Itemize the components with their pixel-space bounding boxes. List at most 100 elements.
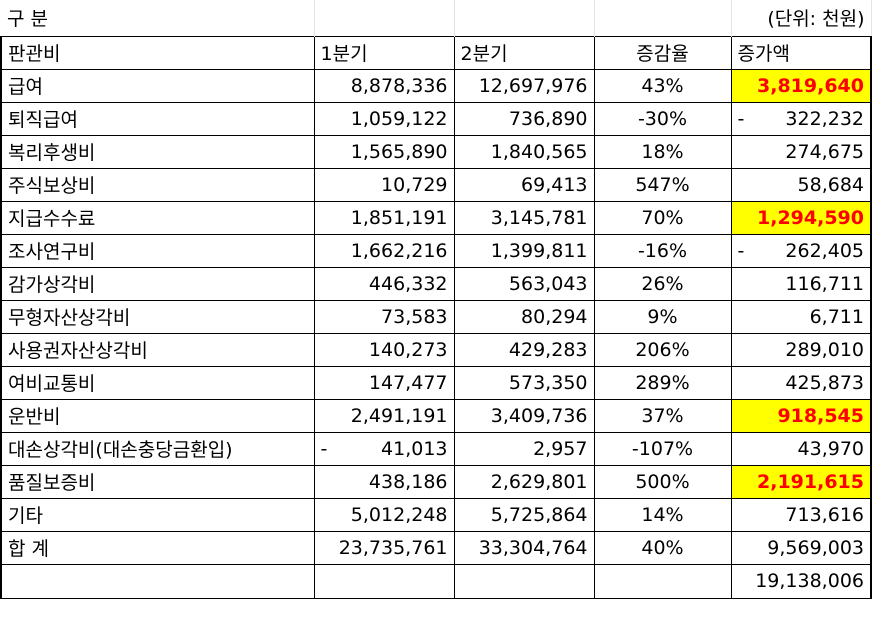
negative-mark: -	[320, 437, 328, 460]
q1-cell[interactable]: 1,059,122	[313, 101, 455, 136]
q2-cell[interactable]: 12,697,976	[453, 68, 595, 103]
q2-cell[interactable]: 1,840,565	[453, 134, 595, 169]
q2-cell[interactable]: 563,043	[453, 266, 595, 301]
empty-cell[interactable]	[313, 563, 455, 599]
expense-name-cell[interactable]: 주식보상비	[0, 167, 315, 202]
q2-cell[interactable]: 1,399,811	[453, 233, 595, 268]
q1-cell[interactable]: 10,729	[313, 167, 455, 202]
change-rate-cell[interactable]: -30%	[593, 101, 732, 136]
q2-cell[interactable]: 80,294	[453, 299, 595, 334]
q2-cell[interactable]: 573,350	[453, 365, 595, 400]
q2-cell[interactable]: 3,145,781	[453, 200, 595, 235]
q1-cell[interactable]: 8,878,336	[313, 68, 455, 103]
expense-name-cell[interactable]: 복리후생비	[0, 134, 315, 169]
table-row: 무형자산상각비 73,583 80,294 9% 6,711	[0, 299, 872, 334]
q1-cell[interactable]: 2,491,191	[313, 398, 455, 433]
increase-cell[interactable]: 1,294,590	[730, 200, 872, 235]
header-row: 판관비 1분기 2분기 증감율 증가액	[0, 35, 872, 70]
increase-cell[interactable]: 289,010	[730, 332, 872, 367]
column-header[interactable]: 증가액	[730, 35, 872, 70]
expense-name-cell[interactable]: 운반비	[0, 398, 315, 433]
total-label-cell[interactable]: 합 계	[0, 530, 315, 565]
section-title[interactable]: 구 분	[1, 0, 315, 36]
total-q2-cell[interactable]: 33,304,764	[453, 530, 595, 565]
table-row: 운반비 2,491,191 3,409,736 37% 918,545	[0, 398, 872, 433]
change-rate-cell[interactable]: 9%	[593, 299, 732, 334]
increase-cell[interactable]: 918,545	[730, 398, 872, 433]
increase-cell[interactable]: 43,970	[730, 431, 872, 466]
change-rate-cell[interactable]: 547%	[593, 167, 732, 202]
change-rate-cell[interactable]: 289%	[593, 365, 732, 400]
table-row: 기타 5,012,248 5,725,864 14% 713,616	[0, 497, 872, 532]
q2-cell[interactable]: 69,413	[453, 167, 595, 202]
empty-cell[interactable]	[593, 563, 732, 599]
total-q1-cell[interactable]: 23,735,761	[313, 530, 455, 565]
expense-name-cell[interactable]: 지급수수료	[0, 200, 315, 235]
change-rate-cell[interactable]: 14%	[593, 497, 732, 532]
increase-cell[interactable]: - 322,232	[730, 101, 872, 136]
column-header[interactable]: 판관비	[0, 35, 315, 70]
q2-cell[interactable]: 5,725,864	[453, 497, 595, 532]
expense-name-cell[interactable]: 품질보증비	[0, 464, 315, 499]
change-rate-cell[interactable]: 37%	[593, 398, 732, 433]
q1-cell[interactable]: 1,662,216	[313, 233, 455, 268]
increase-cell[interactable]: - 262,405	[730, 233, 872, 268]
q1-cell[interactable]: 140,273	[313, 332, 455, 367]
negative-mark: -	[737, 107, 745, 130]
increase-cell[interactable]: 2,191,615	[730, 464, 872, 499]
column-header[interactable]: 증감율	[593, 35, 732, 70]
change-rate-cell[interactable]: -107%	[593, 431, 732, 466]
unit-label[interactable]: (단위: 천원)	[731, 0, 872, 36]
change-rate-cell[interactable]: 18%	[593, 134, 732, 169]
expense-name-cell[interactable]: 감가상각비	[0, 266, 315, 301]
q1-cell[interactable]: 446,332	[313, 266, 455, 301]
empty-cell[interactable]	[594, 0, 732, 36]
change-rate-cell[interactable]: 26%	[593, 266, 732, 301]
increase-cell[interactable]: 274,675	[730, 134, 872, 169]
increase-cell[interactable]: 6,711	[730, 299, 872, 334]
total-increase-cell[interactable]: 9,569,003	[730, 530, 872, 565]
empty-cell[interactable]	[0, 563, 315, 599]
empty-cell[interactable]	[454, 0, 595, 36]
increase-cell[interactable]: 713,616	[730, 497, 872, 532]
expense-name-cell[interactable]: 퇴직급여	[0, 101, 315, 136]
column-header[interactable]: 1분기	[313, 35, 455, 70]
empty-cell[interactable]	[314, 0, 455, 36]
q2-cell[interactable]: 2,629,801	[453, 464, 595, 499]
table-row: 조사연구비 1,662,216 1,399,811 -16% - 262,405	[0, 233, 872, 268]
increase-cell[interactable]: 3,819,640	[730, 68, 872, 103]
q2-cell[interactable]: 2,957	[453, 431, 595, 466]
table-row: 사용권자산상각비 140,273 429,283 206% 289,010	[0, 332, 872, 367]
expense-name-cell[interactable]: 대손상각비(대손충당금환입)	[0, 431, 315, 466]
q2-cell[interactable]: 429,283	[453, 332, 595, 367]
change-rate-cell[interactable]: -16%	[593, 233, 732, 268]
extra-sum-cell[interactable]: 19,138,006	[730, 563, 872, 599]
expense-name-cell[interactable]: 무형자산상각비	[0, 299, 315, 334]
q1-cell[interactable]: - 41,013	[313, 431, 455, 466]
increase-cell[interactable]: 116,711	[730, 266, 872, 301]
title-row: 구 분 (단위: 천원)	[1, 0, 872, 36]
q1-cell[interactable]: 147,477	[313, 365, 455, 400]
change-rate-cell[interactable]: 43%	[593, 68, 732, 103]
expense-name-cell[interactable]: 여비교통비	[0, 365, 315, 400]
change-rate-cell[interactable]: 70%	[593, 200, 732, 235]
q1-cell[interactable]: 5,012,248	[313, 497, 455, 532]
empty-cell[interactable]	[453, 563, 595, 599]
q1-cell[interactable]: 1,565,890	[313, 134, 455, 169]
q1-cell[interactable]: 73,583	[313, 299, 455, 334]
q1-cell[interactable]: 438,186	[313, 464, 455, 499]
change-rate-cell[interactable]: 206%	[593, 332, 732, 367]
expense-name-cell[interactable]: 조사연구비	[0, 233, 315, 268]
q2-cell[interactable]: 3,409,736	[453, 398, 595, 433]
change-rate-cell[interactable]: 500%	[593, 464, 732, 499]
expense-name-cell[interactable]: 사용권자산상각비	[0, 332, 315, 367]
expense-name-cell[interactable]: 급여	[0, 68, 315, 103]
total-rate-cell[interactable]: 40%	[593, 530, 732, 565]
cell-value: 262,405	[785, 239, 864, 262]
q1-cell[interactable]: 1,851,191	[313, 200, 455, 235]
q2-cell[interactable]: 736,890	[453, 101, 595, 136]
increase-cell[interactable]: 58,684	[730, 167, 872, 202]
expense-name-cell[interactable]: 기타	[0, 497, 315, 532]
column-header[interactable]: 2분기	[453, 35, 595, 70]
increase-cell[interactable]: 425,873	[730, 365, 872, 400]
